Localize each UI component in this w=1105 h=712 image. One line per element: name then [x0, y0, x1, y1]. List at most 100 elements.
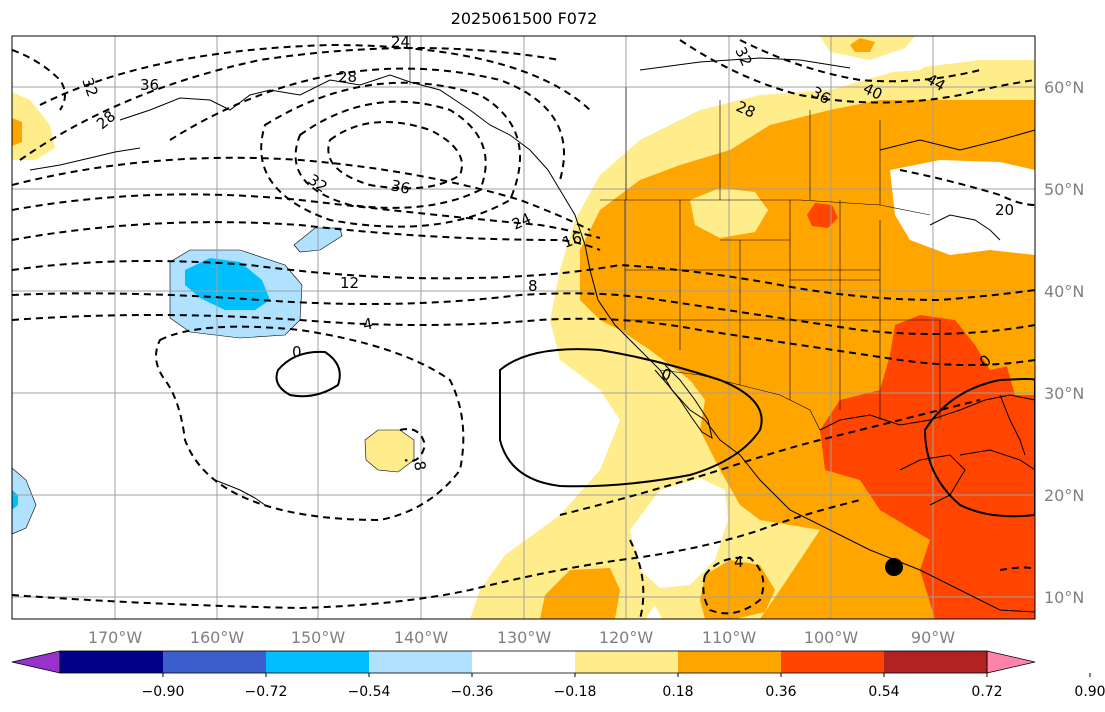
colorbar-tick-label: −0.18: [554, 684, 597, 700]
florida: [999, 394, 1026, 456]
lat-tick-label: 20°N: [1044, 486, 1084, 505]
contour-ne-20: [899, 169, 1035, 206]
contour-se-low: [999, 566, 1035, 571]
contour-band-4: [12, 314, 1035, 366]
contour-label: 12: [340, 274, 359, 292]
anomaly-orange-corner: [1005, 345, 1035, 395]
map-frame: [11, 35, 1036, 620]
contour-label: 36: [140, 76, 159, 94]
lon-tick-label: 160°W: [190, 628, 245, 647]
colorbar-tick-label: −0.72: [245, 684, 288, 700]
contour-low-inner-1: [327, 121, 463, 190]
contour-band-12: [12, 260, 1035, 302]
hudson-bay-region: [879, 129, 1035, 151]
colorbar-segment: [884, 651, 988, 673]
contour-zero-solid-large: [499, 348, 763, 488]
colorbar-segment: [266, 651, 370, 673]
storm-center-marker: [885, 558, 903, 576]
gridlines: [12, 36, 1035, 619]
lat-tick-label: 60°N: [1044, 78, 1084, 97]
contour-zero-south: [12, 499, 861, 610]
colorbar-tick-label: 0.90: [1074, 684, 1105, 700]
yucatan: [899, 454, 966, 506]
colorbar-tick-label: −0.90: [142, 684, 185, 700]
lat-tick-label: 10°N: [1044, 588, 1084, 607]
contour-label: 4: [362, 315, 375, 334]
colorbar-tick-labels: −0.90 −0.72 −0.54 −0.36 −0.18 0.18 0.36 0.54 0.7…: [142, 673, 1105, 700]
colorbar-segment: [163, 651, 267, 673]
colorbar-segment: [678, 651, 782, 673]
coastlines: [29, 57, 1035, 613]
anomaly-white-hole: [630, 478, 728, 588]
lat-tick-label: 50°N: [1044, 180, 1084, 199]
colorbar-tick-label: 0.18: [662, 684, 693, 700]
contour-label: 32: [78, 75, 101, 99]
canada-provinces: [625, 87, 881, 205]
contour-label: 20: [995, 201, 1014, 219]
anomaly-orange-top-spot: [850, 38, 875, 52]
contour-zero-pacific: [155, 325, 465, 522]
arctic-coast: [639, 57, 851, 71]
alaska-coast: [119, 74, 549, 171]
colorbar-tick-label: 0.54: [868, 684, 899, 700]
contour-band-1: [12, 156, 591, 231]
lon-tick-label: 130°W: [497, 628, 552, 647]
anomaly-white-northeast: [890, 160, 1035, 255]
contours: [12, 39, 1035, 619]
aleutian-islands: [29, 147, 141, 171]
lon-tick-label: 140°W: [394, 628, 449, 647]
lon-tick-label: 110°W: [702, 628, 757, 647]
contour-label: 28: [338, 68, 357, 86]
anomaly-orange-west-edge: [12, 118, 22, 146]
cuba: [959, 449, 1035, 471]
contour-ne-arc-2: [739, 39, 981, 83]
contour-low-inner-3: [260, 81, 521, 228]
longitude-labels: 170°W 160°W 150°W 140°W 130°W 120°W 110°…: [88, 628, 955, 647]
contour-4-south: [702, 556, 765, 615]
anomaly-orange-south-2: [700, 560, 775, 619]
contour-label: 16: [560, 228, 584, 251]
contour-label: 0: [292, 343, 302, 361]
central-america: [894, 559, 1035, 613]
contour-label: 24: [391, 33, 410, 51]
colorbar-tick-label: 0.36: [765, 684, 796, 700]
colorbar-extend-right: [986, 650, 1036, 674]
colorbar-frame: [59, 650, 988, 674]
us-mexico-border: [659, 369, 821, 431]
anomaly-red-region: [820, 315, 1035, 619]
anomaly-red-spot-north: [807, 203, 838, 228]
colorbar-segments: [11, 650, 1036, 674]
canada-us-border: [600, 199, 931, 216]
colorbar-segment: [60, 651, 164, 673]
colorbar: −0.90 −0.72 −0.54 −0.36 −0.18 0.18 0.36 0.54 0.7…: [11, 650, 1105, 700]
colorbar-tick-label: −0.54: [348, 684, 391, 700]
figure-title: 2025061500 F072: [450, 9, 598, 28]
contour-label: 4: [734, 553, 744, 571]
colorbar-tick-label: 0.72: [971, 684, 1002, 700]
contour-small-8: [399, 428, 427, 462]
colorbar-segment: [472, 651, 576, 673]
colorbar-segment: [575, 651, 679, 673]
great-lakes: [929, 214, 1001, 241]
lat-tick-label: 40°N: [1044, 282, 1084, 301]
contour-label: 8: [528, 277, 538, 295]
contour-east-mex: [559, 399, 981, 516]
lon-tick-label: 90°W: [911, 628, 955, 647]
anomaly-yellow-top-right: [920, 64, 985, 92]
gulf-coast: [819, 394, 1035, 431]
baja-peninsula: [654, 364, 713, 440]
negative-contours: [12, 39, 1035, 619]
hawaii: [214, 479, 266, 506]
lon-tick-label: 100°W: [804, 628, 859, 647]
lon-tick-label: 120°W: [599, 628, 654, 647]
contour-28-arc: [19, 47, 561, 161]
lon-tick-label: 150°W: [291, 628, 346, 647]
contour-band-3: [12, 221, 601, 251]
contour-label: 36: [389, 176, 411, 198]
lon-tick-label: 170°W: [88, 628, 143, 647]
colorbar-extend-left: [11, 650, 61, 674]
positive-contours: [275, 348, 1035, 518]
contour-zero-solid-small: [275, 350, 341, 398]
